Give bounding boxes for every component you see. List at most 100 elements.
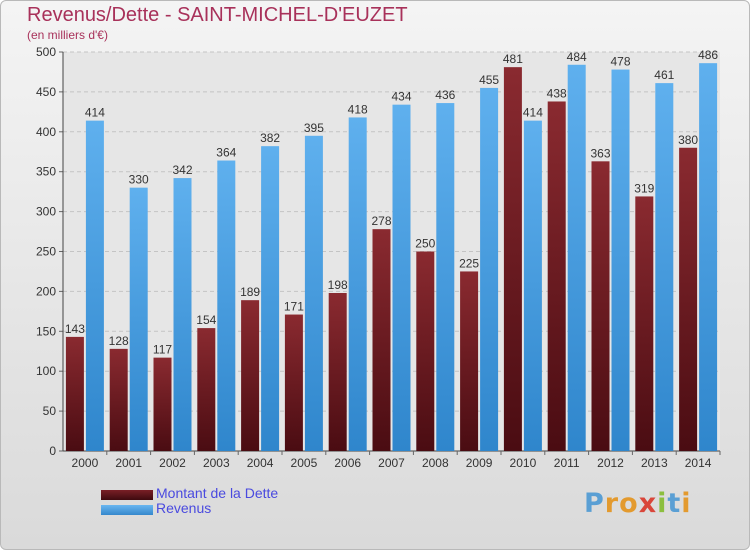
revenue-bar (480, 87, 499, 451)
debt-bar (503, 67, 522, 452)
debt-bar (679, 147, 698, 451)
debt-bar (109, 348, 128, 451)
revenue-value-label: 364 (216, 146, 236, 160)
revenue-bar (699, 63, 718, 452)
debt-bar (635, 196, 654, 451)
x-tick-label: 2011 (554, 456, 580, 470)
revenue-bar (85, 120, 104, 452)
revenue-bar (392, 104, 411, 451)
revenue-value-label: 395 (304, 121, 324, 135)
debt-value-label: 117 (153, 343, 172, 357)
debt-value-label: 363 (590, 146, 610, 160)
x-tick-label: 2014 (685, 456, 712, 470)
debt-bar (241, 300, 260, 451)
debt-value-label: 143 (65, 322, 85, 336)
revenue-value-label: 486 (698, 48, 718, 62)
revenue-bar (348, 117, 367, 451)
x-tick-label: 2009 (466, 456, 493, 470)
y-tick-label: 300 (36, 205, 56, 219)
debt-value-label: 250 (415, 237, 435, 251)
debt-bar (65, 336, 84, 451)
revenue-bar (129, 187, 148, 451)
y-tick-label: 50 (43, 404, 57, 418)
debt-bar (460, 271, 479, 451)
debt-bar (328, 292, 347, 451)
legend-label-revenue: Revenus (156, 500, 212, 516)
legend-swatch-revenue (101, 505, 153, 515)
x-tick-label: 2002 (159, 456, 186, 470)
x-tick-label: 2001 (115, 456, 142, 470)
x-tick-label: 2006 (334, 456, 361, 470)
debt-bar (284, 314, 303, 451)
y-tick-label: 350 (36, 165, 56, 179)
debt-bar (197, 328, 216, 451)
revenue-bar (655, 83, 674, 451)
debt-bar (153, 357, 172, 451)
debt-bar (416, 251, 435, 451)
revenue-value-label: 414 (523, 106, 543, 120)
revenue-value-label: 484 (567, 50, 587, 64)
revenue-value-label: 330 (129, 173, 149, 187)
proxiti-logo: Proxiti (584, 488, 692, 519)
debt-value-label: 128 (109, 334, 129, 348)
y-tick-label: 250 (36, 245, 56, 259)
debt-value-label: 278 (371, 214, 391, 228)
x-tick-label: 2010 (510, 456, 537, 470)
debt-value-label: 481 (503, 52, 523, 66)
revenue-bar (436, 103, 455, 452)
debt-value-label: 380 (678, 133, 698, 147)
debt-bar (547, 101, 566, 451)
revenue-value-label: 414 (85, 106, 105, 120)
revenue-bar (611, 69, 630, 451)
revenue-value-label: 418 (348, 102, 368, 116)
logo-letter: t (667, 488, 682, 519)
logo-letter: o (619, 488, 639, 519)
revenue-bar (523, 120, 542, 452)
revenue-value-label: 342 (172, 163, 192, 177)
y-tick-label: 400 (36, 125, 56, 139)
legend-swatch-debt (101, 490, 153, 500)
revenue-value-label: 478 (610, 55, 630, 69)
debt-bar (591, 161, 610, 452)
revenue-value-label: 434 (391, 90, 411, 104)
logo-letter: r (604, 488, 620, 519)
revenue-bar (567, 64, 586, 451)
logo-letter: i (657, 488, 668, 519)
debt-value-label: 225 (459, 256, 479, 270)
x-tick-label: 2008 (422, 456, 449, 470)
debt-value-label: 438 (547, 86, 567, 100)
revenue-value-label: 461 (654, 68, 674, 82)
x-tick-label: 2004 (247, 456, 274, 470)
y-tick-label: 150 (36, 324, 56, 338)
revenue-value-label: 436 (435, 88, 455, 102)
revenue-bar (261, 146, 280, 451)
logo-letter: P (584, 488, 605, 519)
y-tick-label: 200 (36, 284, 56, 298)
revenue-bar (173, 178, 192, 452)
x-tick-label: 2005 (291, 456, 318, 470)
debt-value-label: 319 (634, 181, 654, 195)
revenue-value-label: 382 (260, 131, 280, 145)
legend-label-debt: Montant de la Dette (156, 485, 279, 501)
y-tick-label: 500 (36, 45, 56, 59)
chart-title: Revenus/Dette - SAINT-MICHEL-D'EUZET (27, 4, 408, 26)
debt-value-label: 154 (196, 313, 216, 327)
y-tick-label: 100 (36, 364, 56, 378)
debt-bar (372, 229, 391, 451)
x-tick-label: 2000 (72, 456, 99, 470)
x-tick-label: 2003 (203, 456, 230, 470)
chart-subtitle: (en milliers d'€) (27, 28, 108, 42)
x-tick-label: 2012 (597, 456, 624, 470)
debt-value-label: 189 (240, 285, 260, 299)
debt-value-label: 171 (284, 300, 304, 314)
logo-letter: x (638, 488, 658, 519)
y-tick-label: 0 (49, 444, 56, 458)
revenue-bar (217, 160, 236, 451)
debt-value-label: 198 (328, 278, 348, 292)
x-tick-label: 2013 (641, 456, 668, 470)
logo-letter: i (681, 488, 692, 519)
x-tick-label: 2007 (378, 456, 405, 470)
y-tick-label: 450 (36, 85, 56, 99)
